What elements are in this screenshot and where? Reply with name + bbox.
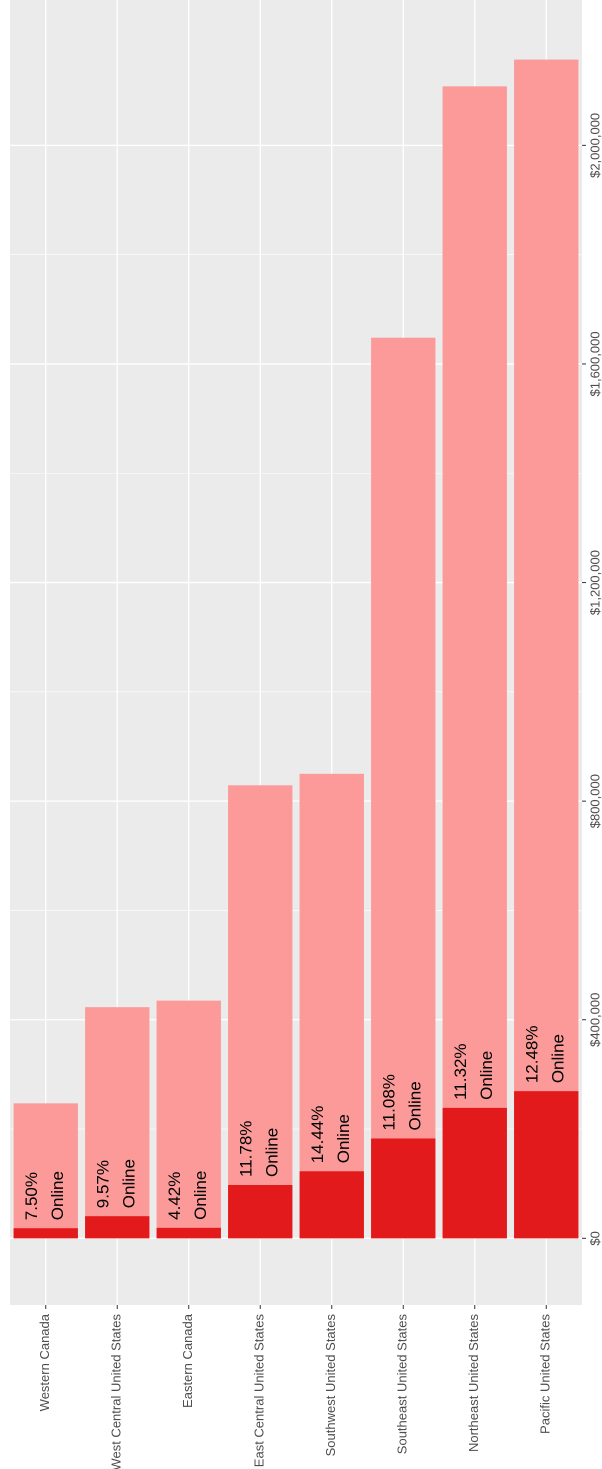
bar-label-percent: 7.50% [22,1172,41,1220]
bar-label-online: Online [549,1034,568,1083]
category-tick-label: Western Canada [37,1313,52,1411]
category-tick-label: East Central United States [252,1314,267,1468]
bar-label-online: Online [334,1114,353,1163]
value-tick-label: $400,000 [588,993,602,1047]
bar-total [514,59,579,1239]
category-tick-label: West Central United States [109,1314,124,1469]
bar-total [371,337,436,1239]
bar-label-online: Online [477,1051,496,1100]
bar-online [228,1184,293,1239]
bar-label-online: Online [48,1171,67,1220]
category-tick-label: Pacific United States [538,1314,553,1434]
bar-label-online: Online [120,1159,139,1208]
bar-total [299,773,364,1239]
bar-label-percent: 9.57% [94,1160,113,1208]
value-tick-label: $800,000 [588,774,602,828]
bar-label-percent: 11.08% [380,1074,399,1130]
bar-label-percent: 11.78% [237,1121,256,1177]
value-tick-label: $0 [588,1231,602,1245]
bar-label-percent: 11.32% [451,1043,470,1099]
bar-total [13,1103,78,1239]
bar-label-percent: 4.42% [165,1172,184,1220]
bar-label-percent: 14.44% [308,1106,327,1164]
category-tick-label: Southwest United States [323,1314,338,1457]
category-tick-label: Southeast United States [395,1314,410,1455]
bar-online [13,1228,78,1239]
bar-total [85,1007,150,1239]
bar-online [371,1138,436,1239]
bar-online [442,1107,507,1239]
bar-online [299,1171,364,1239]
bar-total [156,1000,221,1239]
bar-label-online: Online [191,1171,210,1220]
category-tick-label: Eastern Canada [180,1313,195,1408]
bar-label-percent: 12.48% [523,1025,542,1083]
bar-online [514,1091,579,1239]
bar-total [442,86,507,1239]
bar-online [156,1227,221,1239]
bar-label-online: Online [406,1081,425,1130]
category-tick-label: Northeast United States [466,1314,481,1453]
bar-total [228,785,293,1239]
value-tick-label: $1,600,000 [588,331,602,396]
value-tick-label: $1,200,000 [588,550,602,615]
value-tick-label: $2,000,000 [588,113,602,178]
bar-label-online: Online [263,1128,282,1177]
bar-online [85,1216,150,1239]
